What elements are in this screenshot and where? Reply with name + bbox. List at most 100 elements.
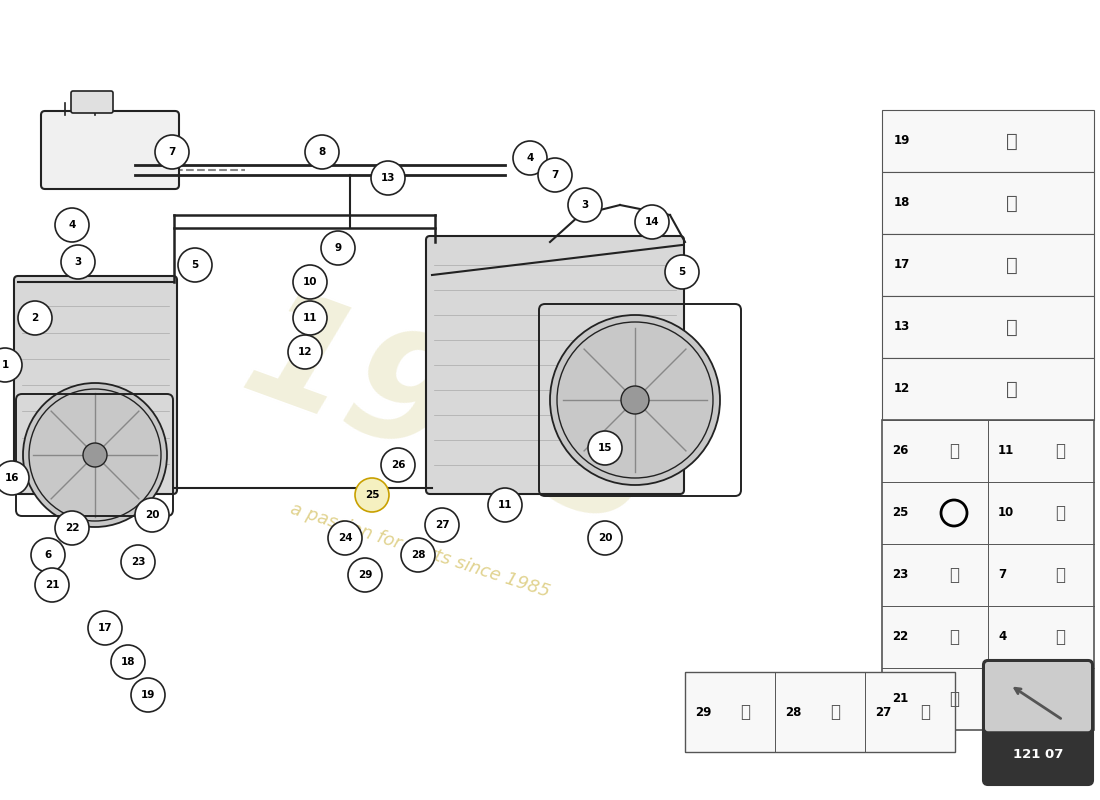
Text: 25: 25 (365, 490, 380, 500)
Text: 28: 28 (410, 550, 426, 560)
Text: 〇: 〇 (1055, 690, 1065, 708)
Text: 26: 26 (892, 445, 909, 458)
Text: 1: 1 (1, 360, 9, 370)
Text: 19: 19 (141, 690, 155, 700)
Circle shape (588, 521, 621, 555)
Text: 29: 29 (358, 570, 372, 580)
Circle shape (111, 645, 145, 679)
Text: 121 07: 121 07 (1013, 748, 1064, 762)
Circle shape (131, 678, 165, 712)
Text: 〇: 〇 (1006, 194, 1018, 213)
Circle shape (18, 301, 52, 335)
Text: 15: 15 (597, 443, 613, 453)
Circle shape (550, 315, 720, 485)
Circle shape (135, 498, 169, 532)
Text: 21: 21 (892, 693, 909, 706)
Text: 11: 11 (497, 500, 513, 510)
Circle shape (82, 443, 107, 467)
Circle shape (288, 335, 322, 369)
Text: 〇: 〇 (830, 703, 840, 721)
Text: 13: 13 (894, 321, 911, 334)
Bar (685, 672, 955, 752)
Circle shape (31, 538, 65, 572)
Text: 7: 7 (998, 569, 1006, 582)
Circle shape (60, 245, 95, 279)
Circle shape (35, 568, 69, 602)
Circle shape (0, 348, 22, 382)
Text: a passion for parts since 1985: a passion for parts since 1985 (288, 499, 552, 601)
Circle shape (402, 538, 434, 572)
Circle shape (55, 511, 89, 545)
Text: 3: 3 (75, 257, 81, 267)
FancyBboxPatch shape (41, 111, 179, 189)
Text: 19: 19 (894, 134, 911, 147)
Text: 16: 16 (4, 473, 20, 483)
Text: 4: 4 (526, 153, 534, 163)
FancyBboxPatch shape (984, 662, 1091, 731)
Bar (882, 234, 1094, 296)
Text: 17: 17 (98, 623, 112, 633)
Circle shape (348, 558, 382, 592)
Text: 5: 5 (191, 260, 199, 270)
Text: 25: 25 (892, 506, 909, 519)
Text: 2: 2 (32, 313, 39, 323)
Circle shape (293, 265, 327, 299)
Text: 20: 20 (597, 533, 613, 543)
Text: 23: 23 (131, 557, 145, 567)
Text: 7: 7 (168, 147, 176, 157)
Circle shape (488, 488, 522, 522)
Text: 18: 18 (121, 657, 135, 667)
Circle shape (55, 208, 89, 242)
Text: 14: 14 (645, 217, 659, 227)
Text: 1985: 1985 (224, 278, 675, 562)
Text: 20: 20 (145, 510, 160, 520)
Text: 〇: 〇 (1055, 566, 1065, 584)
Text: 〇: 〇 (1055, 504, 1065, 522)
Text: 7: 7 (551, 170, 559, 180)
Text: 〇: 〇 (1006, 379, 1018, 398)
Circle shape (381, 448, 415, 482)
Circle shape (23, 383, 167, 527)
Text: 26: 26 (390, 460, 405, 470)
Text: 9: 9 (334, 243, 342, 253)
Bar (882, 296, 1094, 358)
Circle shape (293, 301, 327, 335)
Text: 〇: 〇 (1006, 131, 1018, 150)
Text: 〇: 〇 (740, 703, 750, 721)
Text: 21: 21 (45, 580, 59, 590)
Bar (882, 420, 1094, 730)
Text: 24: 24 (338, 533, 352, 543)
Circle shape (328, 521, 362, 555)
Bar (882, 172, 1094, 234)
Text: 28: 28 (785, 706, 802, 718)
Text: 10: 10 (302, 277, 317, 287)
Circle shape (305, 135, 339, 169)
Circle shape (121, 545, 155, 579)
Text: 23: 23 (892, 569, 909, 582)
Circle shape (635, 205, 669, 239)
Text: 〇: 〇 (1055, 442, 1065, 460)
Text: 8: 8 (318, 147, 326, 157)
Text: 〇: 〇 (949, 690, 959, 708)
Text: 6: 6 (44, 550, 52, 560)
Text: 〇: 〇 (1006, 255, 1018, 274)
Circle shape (155, 135, 189, 169)
Text: 4: 4 (998, 630, 1006, 643)
Circle shape (621, 386, 649, 414)
FancyBboxPatch shape (426, 236, 684, 494)
Circle shape (0, 461, 29, 495)
Text: 17: 17 (894, 258, 911, 271)
Circle shape (355, 478, 389, 512)
Text: 22: 22 (65, 523, 79, 533)
Text: 3: 3 (582, 200, 588, 210)
Text: 12: 12 (298, 347, 312, 357)
Text: 13: 13 (381, 173, 395, 183)
Circle shape (568, 188, 602, 222)
Circle shape (178, 248, 212, 282)
Text: 18: 18 (894, 197, 911, 210)
FancyBboxPatch shape (72, 91, 113, 113)
Text: 10: 10 (998, 506, 1014, 519)
Text: 4: 4 (68, 220, 76, 230)
Circle shape (88, 611, 122, 645)
Text: 11: 11 (302, 313, 317, 323)
